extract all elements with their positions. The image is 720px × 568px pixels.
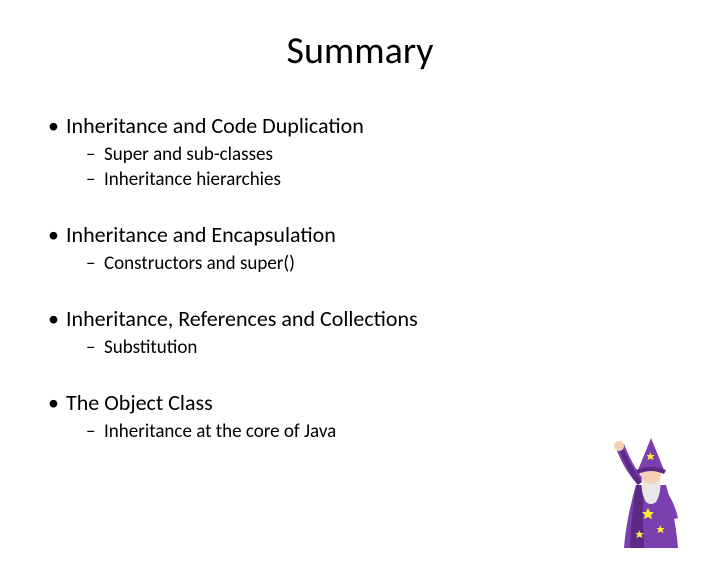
- bullet-sub: Substitution: [48, 336, 672, 359]
- bullet-heading: Inheritance and Code Duplication: [48, 112, 672, 139]
- bullet-sub: Super and sub-classes: [48, 143, 672, 166]
- wizard-clipart: [606, 430, 696, 550]
- bullet-heading: Inheritance and Encapsulation: [48, 221, 672, 248]
- slide-title: Summary: [0, 28, 720, 74]
- bullet-sub: Inheritance at the core of Java: [48, 420, 672, 443]
- bullet-heading: The Object Class: [48, 389, 672, 416]
- content-area: Inheritance and Code Duplication Super a…: [0, 112, 720, 443]
- spacer: [48, 193, 672, 221]
- spacer: [48, 277, 672, 305]
- bullet-sub: Constructors and super(): [48, 252, 672, 275]
- bullet-heading: Inheritance, References and Collections: [48, 305, 672, 332]
- bullet-sub: Inheritance hierarchies: [48, 168, 672, 191]
- spacer: [48, 361, 672, 389]
